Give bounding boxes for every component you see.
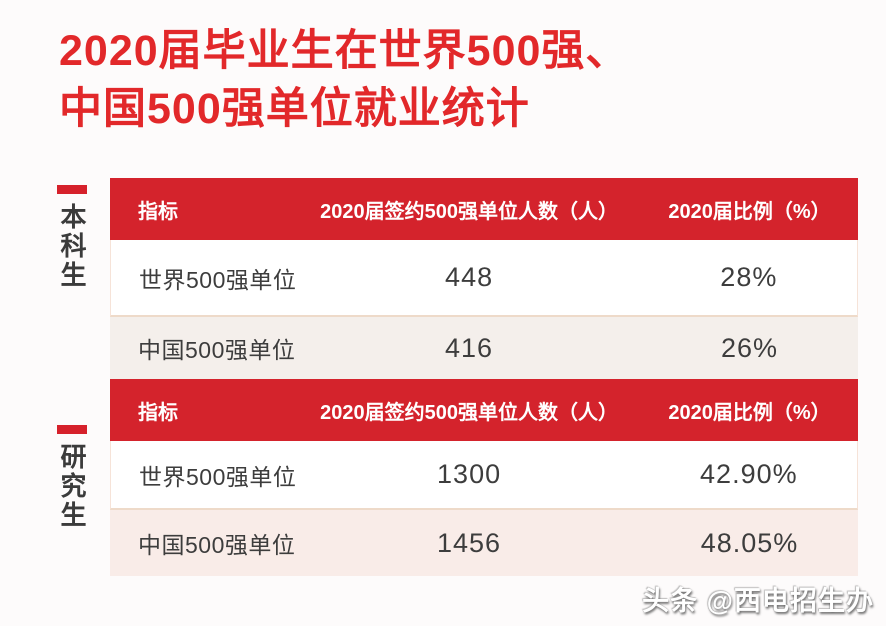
- cell-count: 416: [445, 332, 494, 363]
- cell-indicator: 中国500强单位: [138, 337, 296, 363]
- table-header-row: 指标 2020届签约500强单位人数（人） 2020届比例（%）: [110, 379, 858, 441]
- table-row: 中国500强单位 416 26%: [110, 317, 858, 379]
- section-label-postgraduate: 研究生: [57, 443, 87, 530]
- column-header-ratio: 2020届比例（%）: [668, 401, 831, 424]
- cell-indicator: 世界500强单位: [139, 463, 297, 490]
- cell-ratio: 26%: [721, 332, 779, 363]
- column-header-indicator: 指标: [138, 200, 178, 223]
- column-header-count: 2020届签约500强单位人数（人）: [320, 200, 618, 223]
- section-dash: [57, 185, 87, 194]
- table-row: 世界500强单位 448 28%: [110, 240, 858, 317]
- column-header-ratio: 2020届比例（%）: [668, 200, 831, 223]
- table-row: 世界500强单位 1300 42.90%: [110, 441, 858, 510]
- section-rail-postgraduate: 研究生: [55, 425, 89, 530]
- section-dash: [57, 425, 87, 434]
- column-header-count: 2020届签约500强单位人数（人）: [320, 401, 618, 424]
- cell-indicator: 世界500强单位: [139, 266, 297, 293]
- table-undergraduate: 指标 2020届签约500强单位人数（人） 2020届比例（%） 世界500强单…: [110, 178, 858, 379]
- cell-count: 1456: [437, 527, 502, 558]
- cell-indicator: 中国500强单位: [138, 532, 296, 558]
- table-header-row: 指标 2020届签约500强单位人数（人） 2020届比例（%）: [110, 178, 858, 240]
- section-label-undergraduate: 本科生: [57, 203, 87, 290]
- page-title-line1: 2020届毕业生在世界500强、: [59, 27, 630, 75]
- table-row: 中国500强单位 1456 48.05%: [110, 510, 858, 576]
- watermark-toutiao: 头条 @西电招生办: [642, 586, 874, 616]
- column-header-indicator: 指标: [138, 401, 178, 424]
- page-title: 2020届毕业生在世界500强、 中国500强单位就业统计: [59, 22, 629, 138]
- cell-count: 1300: [437, 459, 502, 489]
- table-postgraduate: 指标 2020届签约500强单位人数（人） 2020届比例（%） 世界500强单…: [110, 379, 858, 576]
- cell-ratio: 48.05%: [700, 527, 799, 558]
- cell-count: 448: [445, 262, 494, 292]
- section-rail-undergraduate: 本科生: [55, 185, 89, 290]
- cell-ratio: 28%: [720, 262, 778, 292]
- page-title-line2: 中国500强单位就业统计: [59, 85, 530, 133]
- cell-ratio: 42.90%: [700, 459, 798, 489]
